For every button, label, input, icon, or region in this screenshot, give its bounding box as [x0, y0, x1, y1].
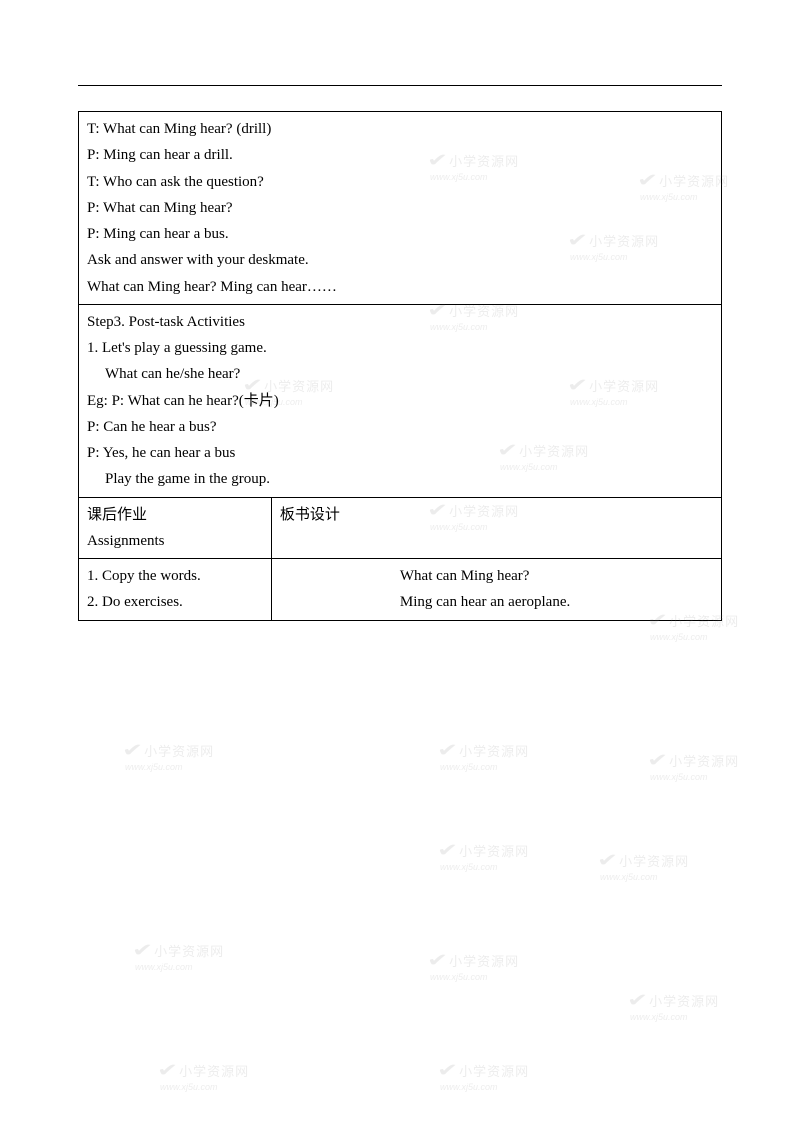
dialogue-line: What can Ming hear? Ming can hear…… — [87, 274, 713, 300]
assignments-header-cell: 课后作业 Assignments — [79, 497, 272, 559]
assignment-item: 1. Copy the words. — [87, 563, 263, 589]
activity-line: Eg: P: What can he hear?(卡片) — [87, 388, 713, 414]
assignments-content-cell: 1. Copy the words. 2. Do exercises. — [79, 559, 272, 621]
activity-line: P: Can he hear a bus? — [87, 414, 713, 440]
watermark-stamp: ✔小学资源网www.xj5u.com — [440, 740, 529, 773]
assignments-label-cn: 课后作业 — [87, 502, 263, 528]
watermark-stamp: ✔小学资源网www.xj5u.com — [430, 950, 519, 983]
watermark-stamp: ✔小学资源网www.xj5u.com — [630, 990, 719, 1023]
assignments-label-en: Assignments — [87, 528, 263, 554]
lesson-plan-table: T: What can Ming hear? (drill) P: Ming c… — [78, 111, 722, 621]
dialogue-line: P: Ming can hear a bus. — [87, 221, 713, 247]
assignments-content-row: 1. Copy the words. 2. Do exercises. What… — [79, 559, 722, 621]
board-design-item: What can Ming hear? — [280, 563, 713, 589]
assignment-item: 2. Do exercises. — [87, 589, 263, 615]
activities-cell: Step3. Post-task Activities 1. Let's pla… — [79, 304, 722, 497]
dialogue-row: T: What can Ming hear? (drill) P: Ming c… — [79, 112, 722, 305]
activity-line: 1. Let's play a guessing game. — [87, 335, 713, 361]
dialogue-line: Ask and answer with your deskmate. — [87, 247, 713, 273]
watermark-stamp: ✔小学资源网www.xj5u.com — [440, 1060, 529, 1093]
watermark-stamp: ✔小学资源网www.xj5u.com — [125, 740, 214, 773]
header-labels-row: 课后作业 Assignments 板书设计 — [79, 497, 722, 559]
watermark-stamp: ✔小学资源网www.xj5u.com — [160, 1060, 249, 1093]
activity-line: What can he/she hear? — [87, 361, 713, 387]
board-design-item: Ming can hear an aeroplane. — [280, 589, 713, 615]
dialogue-line: T: Who can ask the question? — [87, 169, 713, 195]
dialogue-line: P: What can Ming hear? — [87, 195, 713, 221]
dialogue-line: P: Ming can hear a drill. — [87, 142, 713, 168]
activities-row: Step3. Post-task Activities 1. Let's pla… — [79, 304, 722, 497]
activity-line: Step3. Post-task Activities — [87, 309, 713, 335]
watermark-stamp: ✔小学资源网www.xj5u.com — [440, 840, 529, 873]
dialogue-line: T: What can Ming hear? (drill) — [87, 116, 713, 142]
activity-line: P: Yes, he can hear a bus — [87, 440, 713, 466]
watermark-stamp: ✔小学资源网www.xj5u.com — [650, 750, 739, 783]
dialogue-cell: T: What can Ming hear? (drill) P: Ming c… — [79, 112, 722, 305]
board-design-content-cell: What can Ming hear? Ming can hear an aer… — [271, 559, 721, 621]
activity-line: Play the game in the group. — [87, 466, 713, 492]
board-design-header-cell: 板书设计 — [271, 497, 721, 559]
board-design-label: 板书设计 — [280, 502, 713, 528]
watermark-stamp: ✔小学资源网www.xj5u.com — [600, 850, 689, 883]
top-rule — [78, 85, 722, 86]
watermark-stamp: ✔小学资源网www.xj5u.com — [135, 940, 224, 973]
